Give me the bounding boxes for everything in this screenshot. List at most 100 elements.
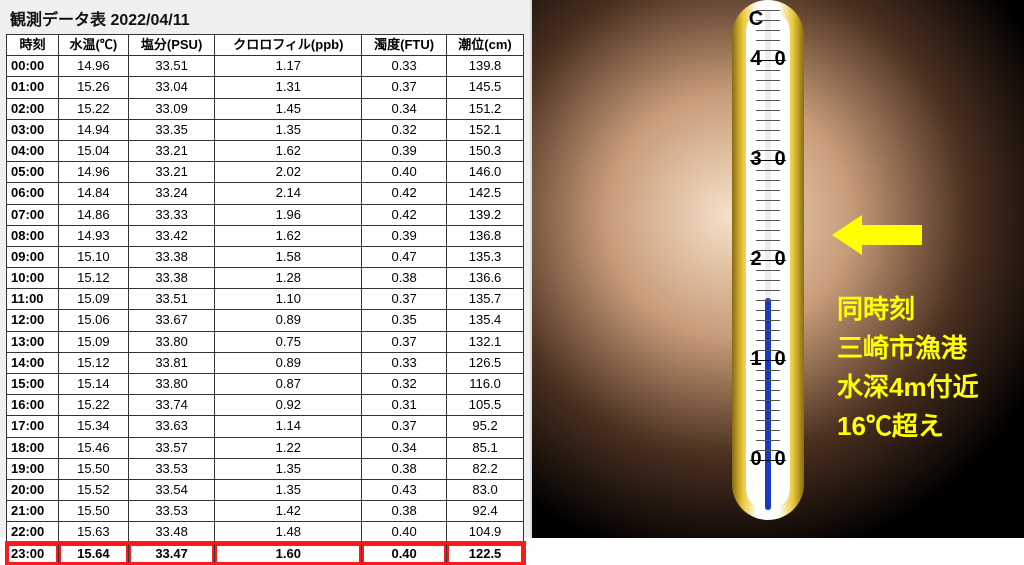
thermo-minor-tick: [756, 440, 780, 441]
table-row: 17:0015.3433.631.140.3795.2: [7, 416, 524, 437]
data-cell: 1.60: [215, 543, 362, 564]
thermo-minor-tick: [756, 40, 780, 41]
data-cell: 15.63: [59, 522, 129, 543]
thermo-tick-label: 0: [771, 148, 789, 171]
data-cell: 33.57: [128, 437, 215, 458]
data-cell: 0.43: [362, 479, 447, 500]
data-cell: 1.35: [215, 119, 362, 140]
data-cell: 1.62: [215, 140, 362, 161]
data-cell: 142.5: [447, 183, 524, 204]
time-cell: 03:00: [7, 119, 59, 140]
data-cell: 33.38: [128, 246, 215, 267]
time-cell: 08:00: [7, 225, 59, 246]
thermo-minor-tick: [756, 200, 780, 201]
observation-table: 時刻水温(℃)塩分(PSU)クロロフィル(ppb)濁度(FTU)潮位(cm) 0…: [6, 34, 524, 565]
data-cell: 0.75: [215, 331, 362, 352]
table-row: 12:0015.0633.670.890.35135.4: [7, 310, 524, 331]
time-cell: 20:00: [7, 479, 59, 500]
data-cell: 1.48: [215, 522, 362, 543]
time-cell: 10:00: [7, 268, 59, 289]
time-cell: 11:00: [7, 289, 59, 310]
thermo-tick-label: 0: [747, 448, 765, 471]
caption-line: 同時刻: [837, 290, 979, 329]
data-cell: 15.09: [59, 289, 129, 310]
thermo-tick-label: 0: [771, 348, 789, 371]
thermo-minor-tick: [756, 150, 780, 151]
thermo-tick-label: 1: [747, 348, 765, 371]
data-cell: 139.8: [447, 56, 524, 77]
data-cell: 0.87: [215, 374, 362, 395]
data-cell: 15.52: [59, 479, 129, 500]
data-cell: 136.8: [447, 225, 524, 246]
data-cell: 33.74: [128, 395, 215, 416]
thermo-minor-tick: [756, 30, 780, 31]
thermo-tick-label: 3: [747, 148, 765, 171]
caption-line: 水深4m付近: [837, 368, 979, 407]
table-row: 07:0014.8633.331.960.42139.2: [7, 204, 524, 225]
thermo-minor-tick: [756, 140, 780, 141]
data-cell: 0.37: [362, 416, 447, 437]
data-cell: 0.37: [362, 289, 447, 310]
thermo-minor-tick: [756, 230, 780, 231]
data-cell: 15.64: [59, 543, 129, 564]
data-cell: 1.62: [215, 225, 362, 246]
thermo-minor-tick: [756, 430, 780, 431]
table-row: 04:0015.0433.211.620.39150.3: [7, 140, 524, 161]
data-cell: 33.81: [128, 352, 215, 373]
data-cell: 15.10: [59, 246, 129, 267]
data-cell: 15.04: [59, 140, 129, 161]
time-cell: 19:00: [7, 458, 59, 479]
table-row: 02:0015.2233.091.450.34151.2: [7, 98, 524, 119]
data-cell: 14.96: [59, 162, 129, 183]
thermo-minor-tick: [756, 10, 780, 11]
thermo-minor-tick: [756, 400, 780, 401]
data-cell: 15.12: [59, 352, 129, 373]
time-cell: 15:00: [7, 374, 59, 395]
time-cell: 00:00: [7, 56, 59, 77]
data-cell: 14.94: [59, 119, 129, 140]
table-column-header: クロロフィル(ppb): [215, 35, 362, 56]
data-cell: 2.14: [215, 183, 362, 204]
thermo-minor-tick: [756, 250, 780, 251]
time-cell: 06:00: [7, 183, 59, 204]
data-cell: 33.53: [128, 501, 215, 522]
table-row: 23:0015.6433.471.600.40122.5: [7, 543, 524, 564]
table-column-header: 濁度(FTU): [362, 35, 447, 56]
thermo-minor-tick: [756, 80, 780, 81]
thermo-minor-tick: [756, 340, 780, 341]
data-cell: 1.10: [215, 289, 362, 310]
table-row: 05:0014.9633.212.020.40146.0: [7, 162, 524, 183]
data-cell: 1.31: [215, 77, 362, 98]
table-body: 00:0014.9633.511.170.33139.801:0015.2633…: [7, 56, 524, 565]
data-cell: 33.38: [128, 268, 215, 289]
data-cell: 152.1: [447, 119, 524, 140]
time-cell: 14:00: [7, 352, 59, 373]
table-header-row: 時刻水温(℃)塩分(PSU)クロロフィル(ppb)濁度(FTU)潮位(cm): [7, 35, 524, 56]
data-cell: 0.89: [215, 352, 362, 373]
data-cell: 14.93: [59, 225, 129, 246]
table-row: 15:0015.1433.800.870.32116.0: [7, 374, 524, 395]
table-row: 03:0014.9433.351.350.32152.1: [7, 119, 524, 140]
data-cell: 1.96: [215, 204, 362, 225]
thermo-minor-tick: [756, 350, 780, 351]
thermo-minor-tick: [756, 220, 780, 221]
data-table-panel: 観測データ表 2022/04/11 時刻水温(℃)塩分(PSU)クロロフィル(p…: [0, 0, 532, 538]
thermo-minor-tick: [756, 100, 780, 101]
table-row: 20:0015.5233.541.350.4383.0: [7, 479, 524, 500]
data-cell: 0.40: [362, 543, 447, 564]
thermo-minor-tick: [756, 320, 780, 321]
data-cell: 0.89: [215, 310, 362, 331]
time-cell: 05:00: [7, 162, 59, 183]
thermo-minor-tick: [756, 110, 780, 111]
table-column-header: 水温(℃): [59, 35, 129, 56]
table-row: 16:0015.2233.740.920.31105.5: [7, 395, 524, 416]
data-cell: 14.84: [59, 183, 129, 204]
data-cell: 126.5: [447, 352, 524, 373]
data-cell: 1.35: [215, 458, 362, 479]
data-cell: 0.38: [362, 501, 447, 522]
data-cell: 132.1: [447, 331, 524, 352]
data-cell: 139.2: [447, 204, 524, 225]
table-row: 18:0015.4633.571.220.3485.1: [7, 437, 524, 458]
data-cell: 0.39: [362, 140, 447, 161]
table-row: 09:0015.1033.381.580.47135.3: [7, 246, 524, 267]
